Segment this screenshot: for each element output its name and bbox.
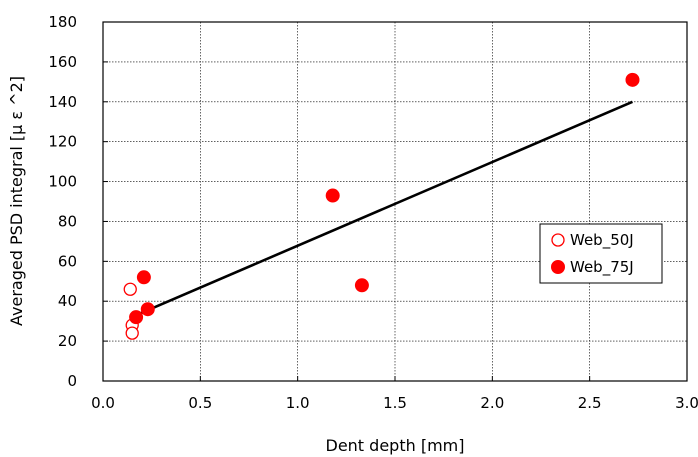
y-tick-labels: 0 20 40 60 80 100 120 140 160 180 [48, 13, 77, 390]
data-points [123, 72, 640, 340]
y-tick-label: 160 [48, 53, 77, 71]
y-tick-label: 80 [58, 212, 77, 230]
legend-items: Web_50J Web_75J [551, 231, 634, 277]
x-tick-label: 0.5 [188, 394, 212, 412]
x-tick-label: 1.0 [286, 394, 310, 412]
data-point-web-50j [125, 326, 139, 340]
data-point-web-75j [325, 188, 340, 203]
trend-line-group [135, 100, 634, 317]
data-point-web-75j [140, 302, 155, 317]
y-tick-label: 60 [58, 252, 77, 270]
y-axis-label: Averaged PSD integral [μ ε ^2] [7, 76, 26, 326]
legend: Web_50J Web_75J [539, 223, 663, 284]
x-tick-label: 1.5 [383, 394, 407, 412]
data-point-web-75j [354, 278, 369, 293]
legend-label: Web_50J [570, 231, 634, 250]
y-tick-label: 120 [48, 133, 77, 151]
legend-marker-web-75j [551, 260, 565, 274]
data-point-web-50j [123, 282, 137, 296]
trend-line [135, 100, 634, 317]
data-point-web-75j [136, 270, 151, 285]
y-tick-label: 0 [67, 372, 77, 390]
y-tick-label: 20 [58, 332, 77, 350]
x-tick-labels: 0.0 0.5 1.0 1.5 2.0 2.5 3.0 [91, 394, 698, 412]
x-tick-label: 2.5 [578, 394, 602, 412]
data-point-web-75j [625, 72, 640, 87]
x-tick-label: 0.0 [91, 394, 115, 412]
x-tick-label: 2.0 [480, 394, 504, 412]
x-tick-label: 3.0 [675, 394, 698, 412]
y-tick-label: 140 [48, 93, 77, 111]
legend-marker-web-50j [551, 233, 565, 247]
axis-ticks [102, 21, 688, 382]
grid [103, 22, 687, 381]
plot-area [102, 21, 688, 382]
y-tick-label: 180 [48, 13, 77, 31]
x-axis-label: Dent depth [mm] [326, 436, 465, 455]
y-tick-label: 40 [58, 292, 77, 310]
y-tick-label: 100 [48, 173, 77, 191]
legend-label: Web_75J [570, 258, 634, 277]
data-point-web-75j [129, 310, 144, 325]
